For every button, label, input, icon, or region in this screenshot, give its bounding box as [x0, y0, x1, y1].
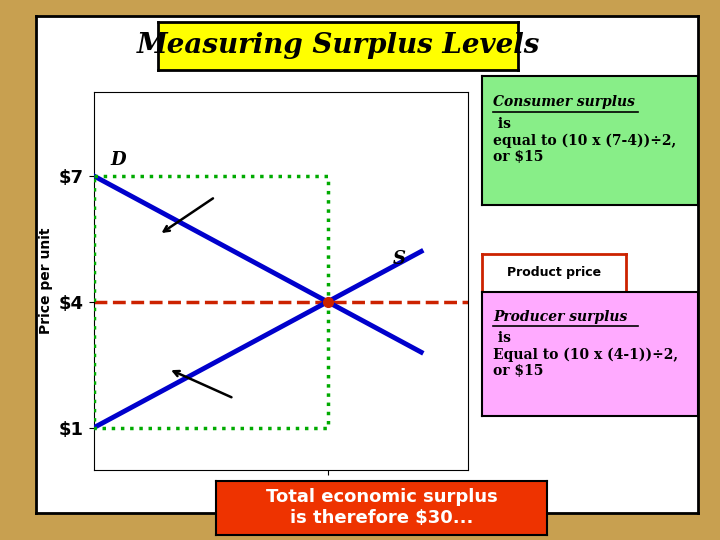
X-axis label: Quantity: Quantity	[243, 497, 318, 512]
Text: is
Equal to (10 x (4-1))÷2,
or $15: is Equal to (10 x (4-1))÷2, or $15	[493, 332, 678, 378]
Text: Product price: Product price	[508, 266, 601, 279]
Text: D: D	[110, 151, 125, 170]
Text: Total economic surplus
is therefore $30...: Total economic surplus is therefore $30.…	[266, 488, 498, 527]
Y-axis label: Price per unit: Price per unit	[40, 227, 53, 334]
Text: S: S	[393, 250, 406, 268]
Text: Consumer surplus: Consumer surplus	[493, 95, 635, 109]
Text: Measuring Surplus Levels: Measuring Surplus Levels	[137, 32, 540, 59]
Text: is
equal to (10 x (7-4))÷2,
or $15: is equal to (10 x (7-4))÷2, or $15	[493, 117, 677, 164]
Text: Producer surplus: Producer surplus	[493, 310, 627, 324]
